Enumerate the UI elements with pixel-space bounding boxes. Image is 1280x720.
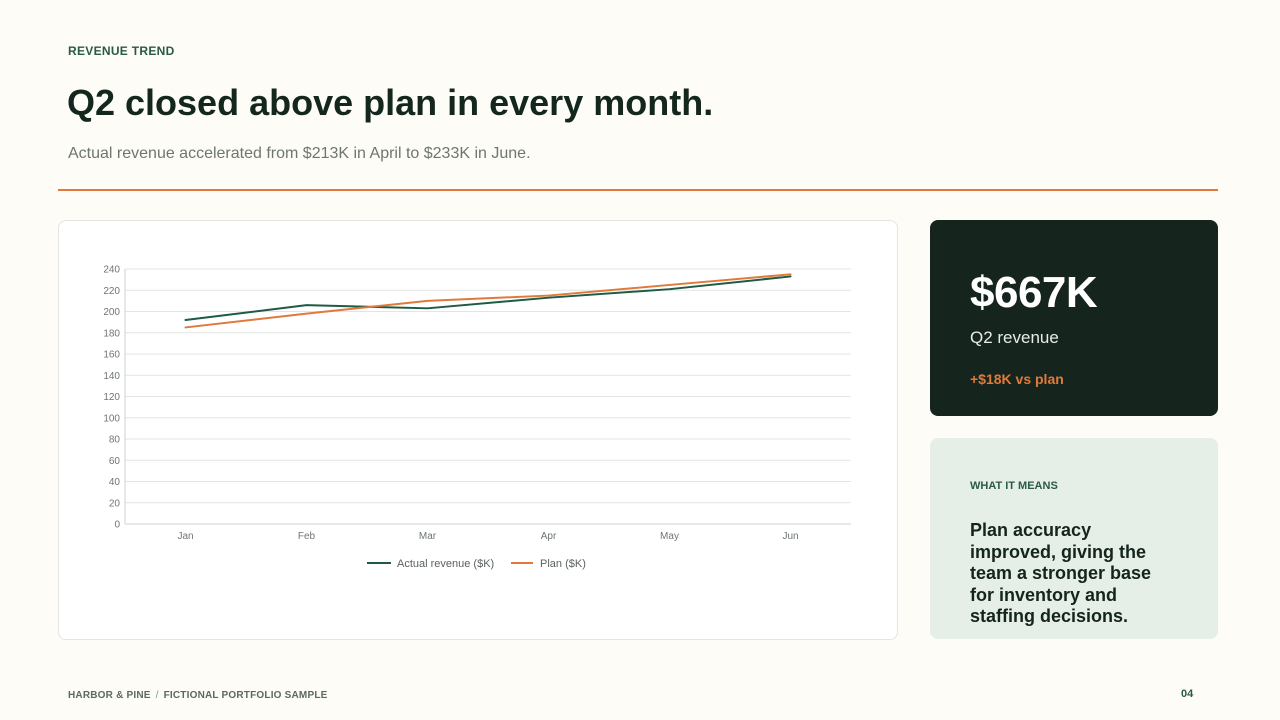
y-tick-label: 160 — [103, 350, 120, 361]
footer-separator: / — [155, 690, 159, 701]
page-subtitle: Actual revenue accelerated from $213K in… — [68, 145, 531, 162]
insight-body: Plan accuracy improved, giving the team … — [970, 520, 1152, 626]
data-point — [546, 293, 551, 298]
page-number: 04 — [1181, 688, 1194, 700]
y-tick-label: 180 — [103, 328, 120, 339]
series-line-actual — [184, 275, 792, 321]
data-point — [425, 306, 430, 311]
y-tick-label: 220 — [103, 286, 120, 297]
x-tick-label: Jan — [177, 531, 193, 542]
section-eyebrow: REVENUE TREND — [68, 44, 175, 58]
y-tick-label: 60 — [109, 456, 121, 467]
y-tick-label: 120 — [103, 392, 120, 403]
data-point — [183, 318, 188, 323]
x-tick-label: Mar — [419, 531, 437, 542]
x-tick-label: May — [660, 531, 679, 542]
insight-card: WHAT IT MEANS Plan accuracy improved, gi… — [930, 438, 1218, 639]
page-title: Q2 closed above plan in every month. — [67, 82, 714, 123]
y-tick-label: 200 — [103, 307, 120, 318]
header-divider — [58, 189, 1218, 191]
legend-actual-label: Actual revenue ($K) — [397, 558, 494, 570]
series-line-plan — [184, 273, 792, 329]
footer-brand: HARBOR & PINE — [68, 690, 151, 701]
y-tick-label: 20 — [109, 498, 121, 509]
data-point — [667, 282, 672, 287]
kpi-value: $667K — [970, 268, 1098, 317]
legend-plan-label: Plan ($K) — [540, 558, 586, 570]
kpi-delta: +$18K vs plan — [970, 371, 1064, 387]
kpi-card: $667K Q2 revenue +$18K vs plan — [930, 220, 1218, 416]
kpi-label: Q2 revenue — [970, 328, 1059, 347]
x-tick-label: Feb — [298, 531, 316, 542]
footer: HARBOR & PINE / FICTIONAL PORTFOLIO SAMPLE — [68, 690, 328, 701]
insight-eyebrow: WHAT IT MEANS — [970, 480, 1058, 492]
footer-label: FICTIONAL PORTFOLIO SAMPLE — [163, 690, 328, 701]
data-point — [788, 272, 793, 277]
data-point — [304, 303, 309, 308]
data-point — [425, 298, 430, 303]
y-tick-label: 140 — [103, 371, 120, 382]
y-tick-label: 80 — [109, 435, 121, 446]
y-tick-label: 240 — [103, 265, 120, 276]
data-point — [304, 311, 309, 316]
revenue-line-chart: 0 20 40 60 80 100 120 140 160 180 200 220 240 Jan Feb M… — [103, 265, 851, 570]
x-tick-label: Apr — [541, 531, 557, 542]
chart-card: 0 20 40 60 80 100 120 140 160 180 200 220 240 Jan Feb M… — [58, 220, 898, 640]
y-tick-label: 100 — [103, 413, 120, 424]
y-tick-label: 0 — [114, 520, 120, 531]
data-point — [183, 325, 188, 330]
y-tick-label: 40 — [109, 477, 121, 488]
x-tick-label: Jun — [782, 531, 798, 542]
